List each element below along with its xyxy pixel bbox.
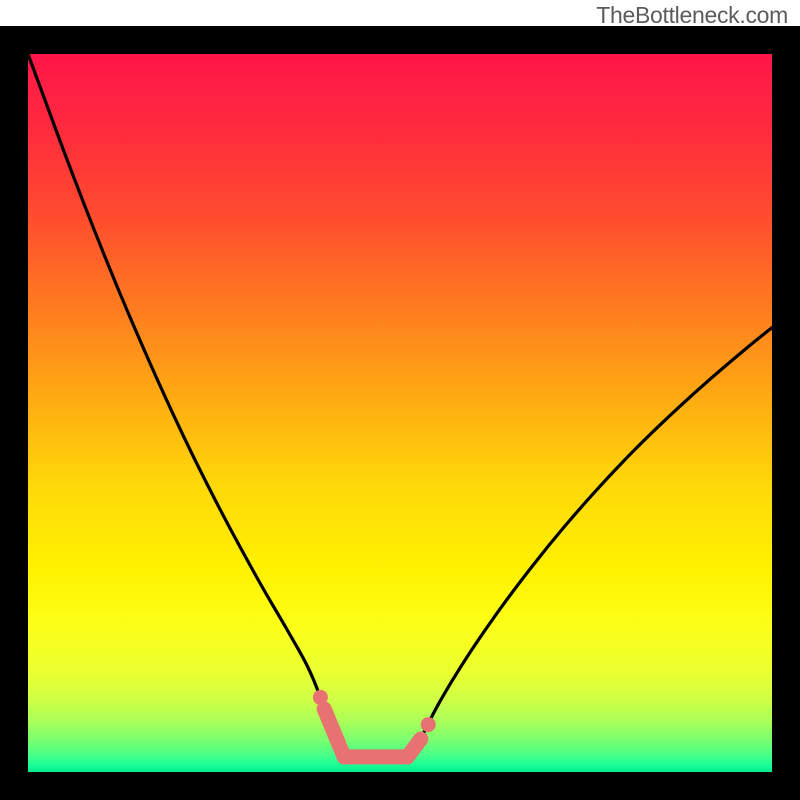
highlight-dot [421, 717, 436, 732]
highlight-dot [313, 690, 328, 705]
highlight-segment [407, 739, 420, 757]
bottleneck-curve [28, 54, 772, 758]
watermark-text: TheBottleneck.com [596, 2, 788, 29]
plot-area [28, 54, 772, 772]
highlight-segment [324, 709, 344, 757]
chart-svg [28, 54, 772, 772]
